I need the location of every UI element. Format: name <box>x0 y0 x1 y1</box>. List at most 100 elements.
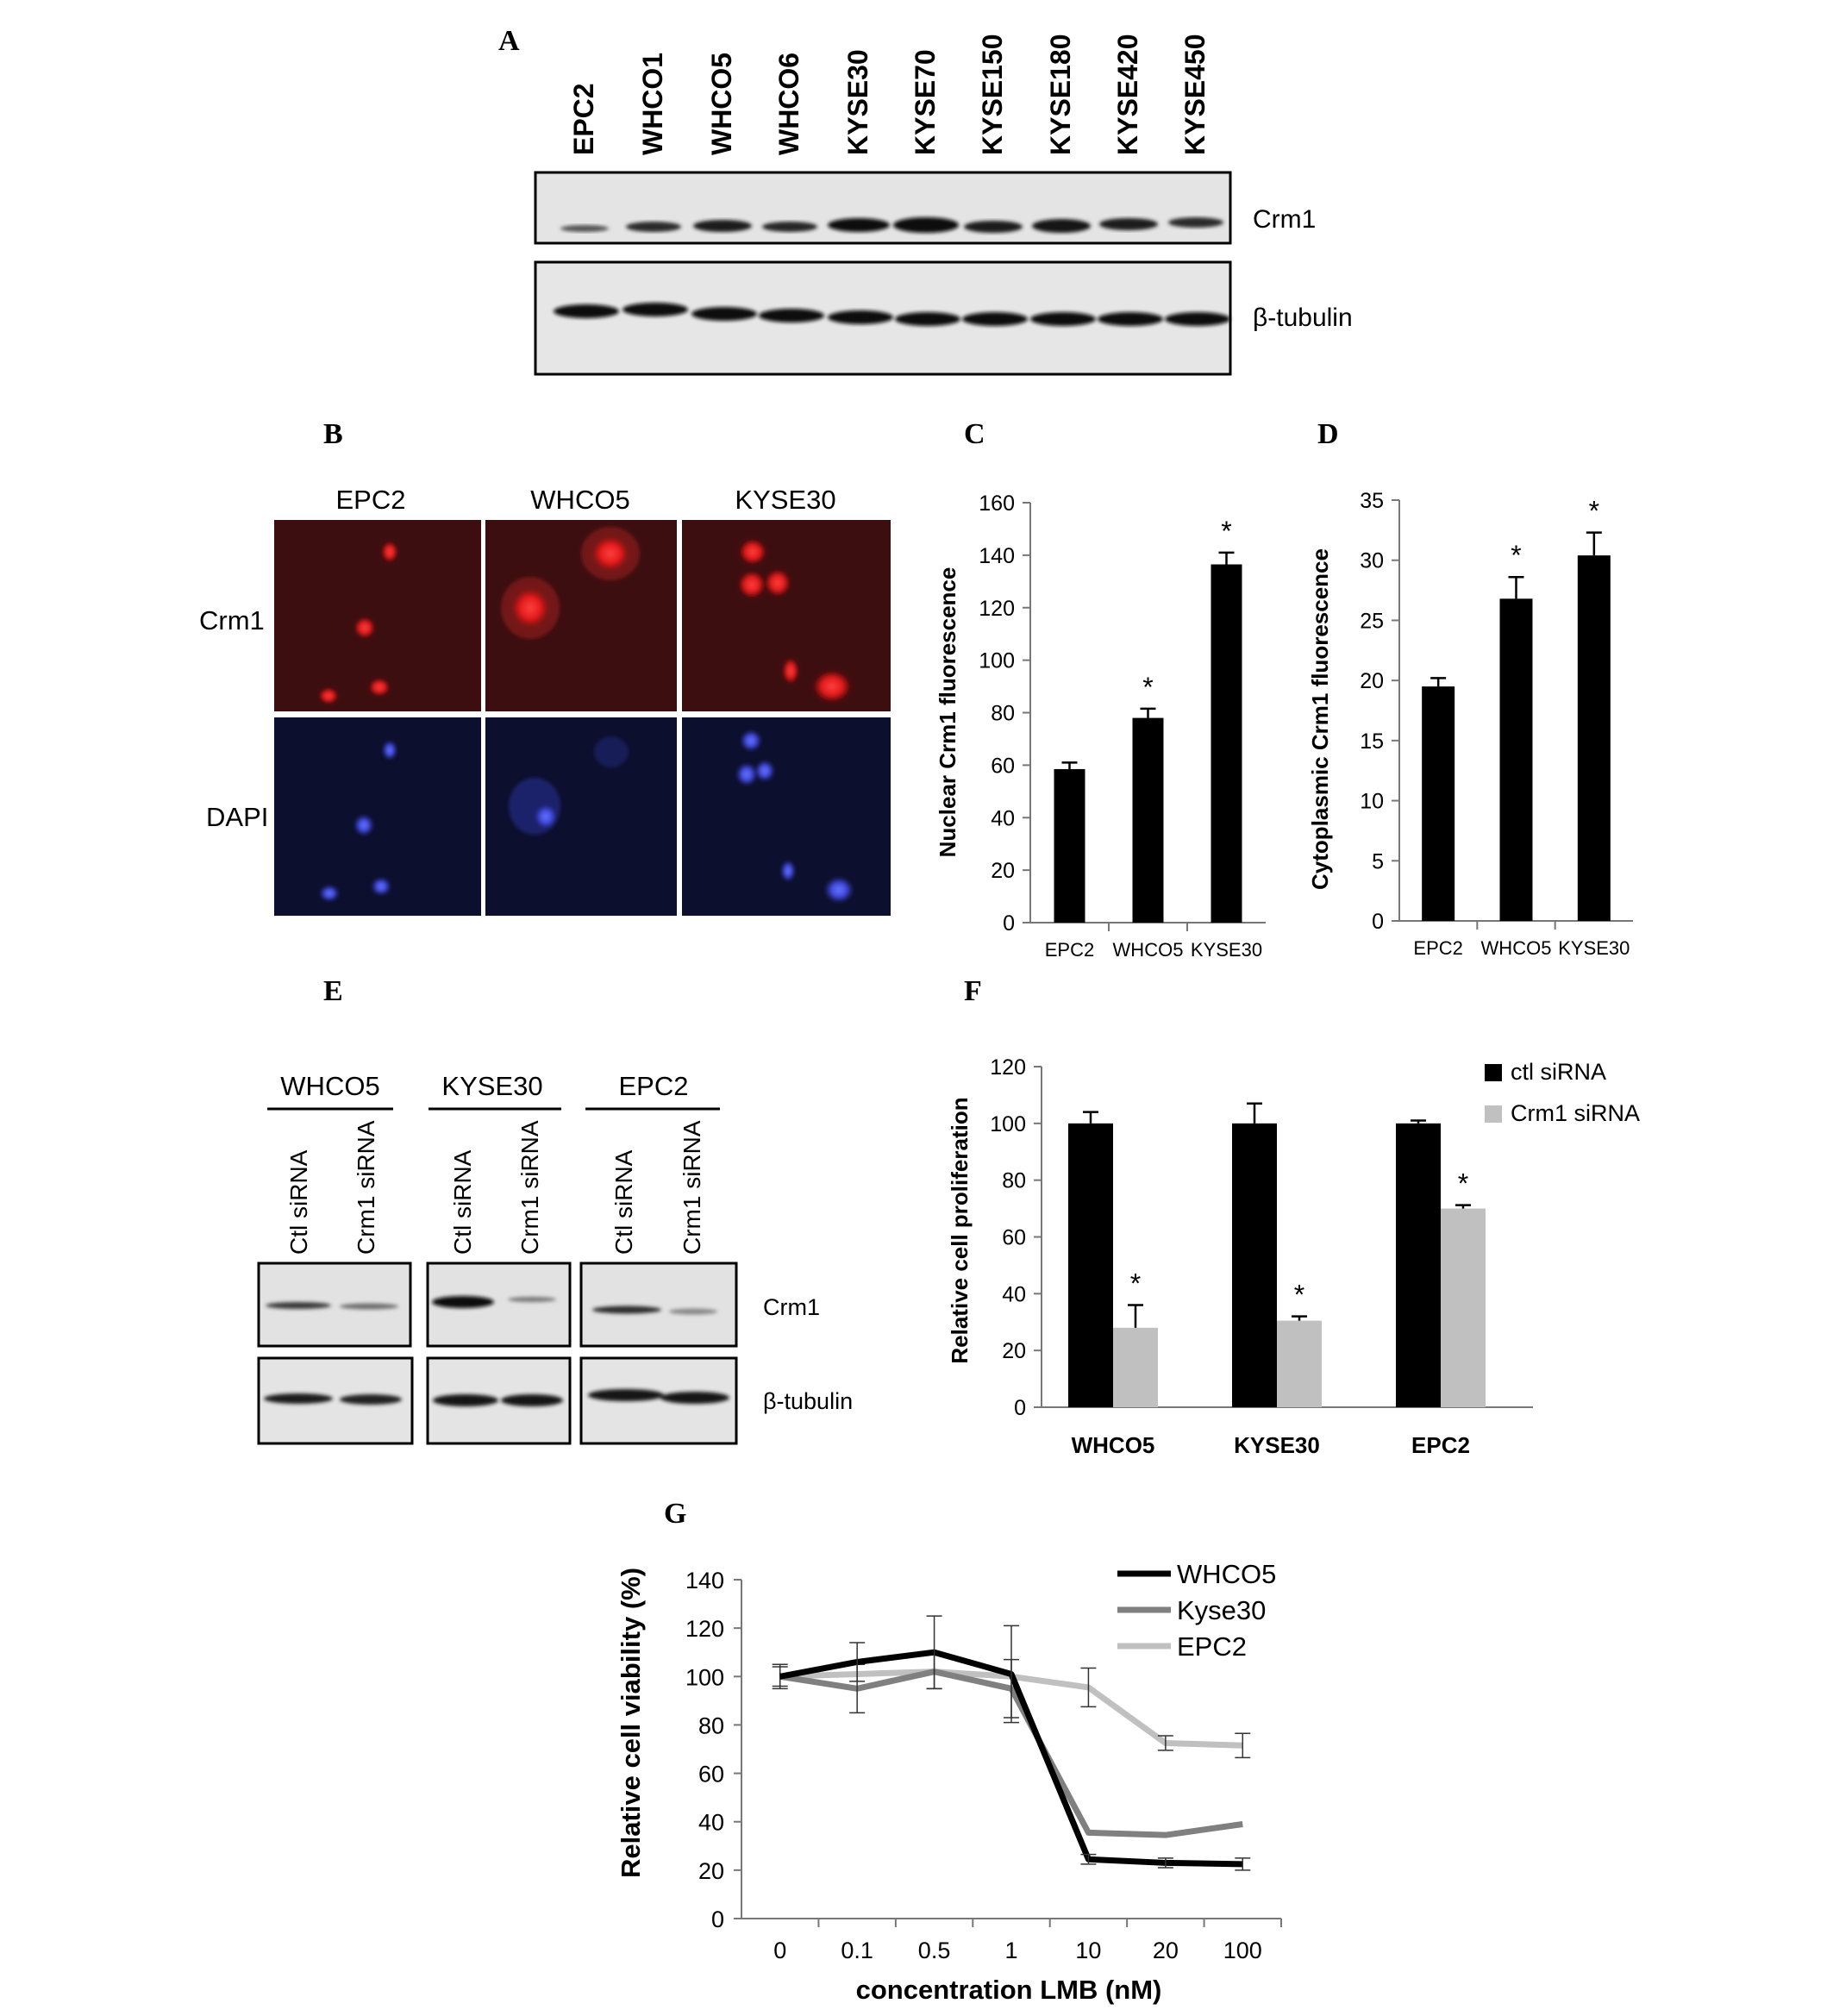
siRNA-bands <box>264 1296 729 1406</box>
bar <box>1422 686 1455 921</box>
blot-label-tubulin-e: β-tubulin <box>763 1388 853 1414</box>
x-tick-label: KYSE30 <box>1558 937 1630 959</box>
tubulin-band <box>1165 312 1230 326</box>
y-tick-label: 100 <box>685 1664 724 1690</box>
significance-mark: * <box>1294 1280 1304 1311</box>
panel-letter-b: B <box>323 418 343 450</box>
lane-label: Crm1 siRNA <box>516 1120 543 1255</box>
crm1-band <box>1099 218 1158 230</box>
row-label-dapi: DAPI <box>206 802 268 832</box>
blot-label-tubulin: β-tubulin <box>1253 304 1353 332</box>
y-tick-label: 20 <box>1360 669 1384 693</box>
y-tick-label: 100 <box>979 649 1015 673</box>
crm1-band <box>964 221 1023 233</box>
x-tick-label: WHCO5 <box>1481 937 1552 959</box>
y-tick-label: 0 <box>1372 910 1384 934</box>
legend-swatch <box>1485 1064 1502 1081</box>
dapi-image-kyse30 <box>682 717 891 916</box>
crm1-band <box>1032 219 1091 233</box>
significance-mark: * <box>1221 516 1231 547</box>
chart-c: C Nuclear Crm1 fluorescence 0 20 40 60 80 100… <box>935 418 1266 961</box>
y-tick-label: 35 <box>1360 489 1384 513</box>
panel-letter-g: G <box>664 1498 686 1530</box>
y-tick-label: 120 <box>990 1055 1026 1080</box>
panel-letter-f: F <box>964 975 982 1007</box>
crm1-band <box>1168 217 1223 228</box>
blot-label-crm1: Crm1 <box>1253 205 1316 234</box>
y-tick-label: 20 <box>991 859 1015 883</box>
y-tick-label: 120 <box>979 597 1015 621</box>
chart-d: D Cytoplasmic Crm1 fluorescence 0 5 10 15 20… <box>1307 418 1633 959</box>
column-label-kyse30: KYSE30 <box>735 485 835 515</box>
crm1-band <box>626 222 681 232</box>
group-label-kyse30: KYSE30 <box>441 1071 542 1101</box>
y-tick-label: 0 <box>1003 911 1015 936</box>
y-tick-label: 10 <box>1360 790 1384 814</box>
group-label-whco5: WHCO5 <box>280 1071 379 1101</box>
lane-label: Crm1 siRNA <box>679 1120 705 1255</box>
lane-label: Ctl siRNA <box>449 1149 476 1255</box>
lane-label: WHCO6 <box>773 53 804 155</box>
y-tick-label: 60 <box>991 754 1015 778</box>
y-tick-label: 20 <box>698 1858 724 1884</box>
lane-label: Ctl siRNA <box>610 1149 637 1255</box>
x-tick-label: EPC2 <box>1045 939 1094 961</box>
lane-label: KYSE450 <box>1179 34 1211 155</box>
bar <box>1068 1123 1113 1407</box>
x-tick-label: WHCO5 <box>1072 1432 1155 1458</box>
lane-label: KYSE30 <box>842 49 873 155</box>
column-label-epc2: EPC2 <box>336 485 406 515</box>
significance-mark: * <box>1589 496 1599 527</box>
bar <box>1132 717 1164 923</box>
tubulin-band <box>828 310 893 324</box>
legend-label: WHCO5 <box>1177 1559 1276 1589</box>
lane-label: Ctl siRNA <box>285 1149 312 1255</box>
panel-letter-a: A <box>498 25 520 57</box>
y-tick-label: 30 <box>1360 549 1384 573</box>
x-tick-label: 20 <box>1153 1938 1179 1963</box>
legend-swatch <box>1485 1105 1502 1123</box>
y-tick-label: 100 <box>990 1112 1026 1136</box>
lane-label: KYSE150 <box>977 34 1008 155</box>
bar <box>1232 1123 1277 1407</box>
y-tick-label: 0 <box>1014 1396 1026 1420</box>
lane-labels-e: Ctl siRNA Crm1 siRNA Ctl siRNA Crm1 siRNA Ct… <box>285 1120 705 1255</box>
y-tick-label: 140 <box>685 1568 724 1593</box>
lane-label: KYSE70 <box>910 49 941 155</box>
y-tick-label: 80 <box>698 1712 724 1738</box>
panel-b: B EPC2 WHCO5 KYSE30 Crm1 DAPI <box>199 418 891 916</box>
tubulin-band <box>554 304 619 318</box>
legend-label: Kyse30 <box>1177 1595 1266 1625</box>
bar <box>1211 564 1242 923</box>
y-tick-label: 80 <box>1002 1169 1026 1193</box>
lane-labels-a: EPC2 WHCO1 WHCO5 WHCO6 KYSE30 KYSE70 KYSE150 KY… <box>568 34 1211 155</box>
y-tick-label: 40 <box>1002 1282 1026 1306</box>
x-tick-label: KYSE30 <box>1191 939 1262 961</box>
tubulin-band <box>622 303 688 316</box>
tubulin-band <box>759 309 824 322</box>
panel-letter-c: C <box>964 418 985 450</box>
x-tick-label: EPC2 <box>1411 1432 1470 1458</box>
chart-g-xlabel: concentration LMB (nM) <box>856 1975 1162 2005</box>
y-tick-label: 25 <box>1360 609 1384 633</box>
significance-mark: * <box>1142 672 1153 703</box>
y-tick-label: 140 <box>979 544 1015 568</box>
y-tick-label: 60 <box>698 1762 724 1787</box>
y-tick-label: 60 <box>1002 1226 1026 1250</box>
legend-label: Crm1 siRNA <box>1511 1100 1640 1126</box>
lane-label: WHCO1 <box>637 53 668 155</box>
crm1-band <box>893 217 959 233</box>
chart-g: G Relative cell viability (%) concentrat… <box>616 1498 1282 2005</box>
group-label-epc2: EPC2 <box>619 1071 689 1101</box>
tubulin-band <box>962 312 1028 326</box>
crm1-band <box>828 218 890 232</box>
x-tick-label: EPC2 <box>1413 937 1462 959</box>
crm1-blot-epc2 <box>579 1262 738 1348</box>
y-tick-label: 15 <box>1360 729 1384 754</box>
y-tick-label: 40 <box>991 806 1015 830</box>
x-tick-label: 10 <box>1075 1938 1101 1963</box>
crm1-band <box>762 222 817 232</box>
bar <box>1577 555 1611 921</box>
lane-label: KYSE420 <box>1112 34 1143 155</box>
